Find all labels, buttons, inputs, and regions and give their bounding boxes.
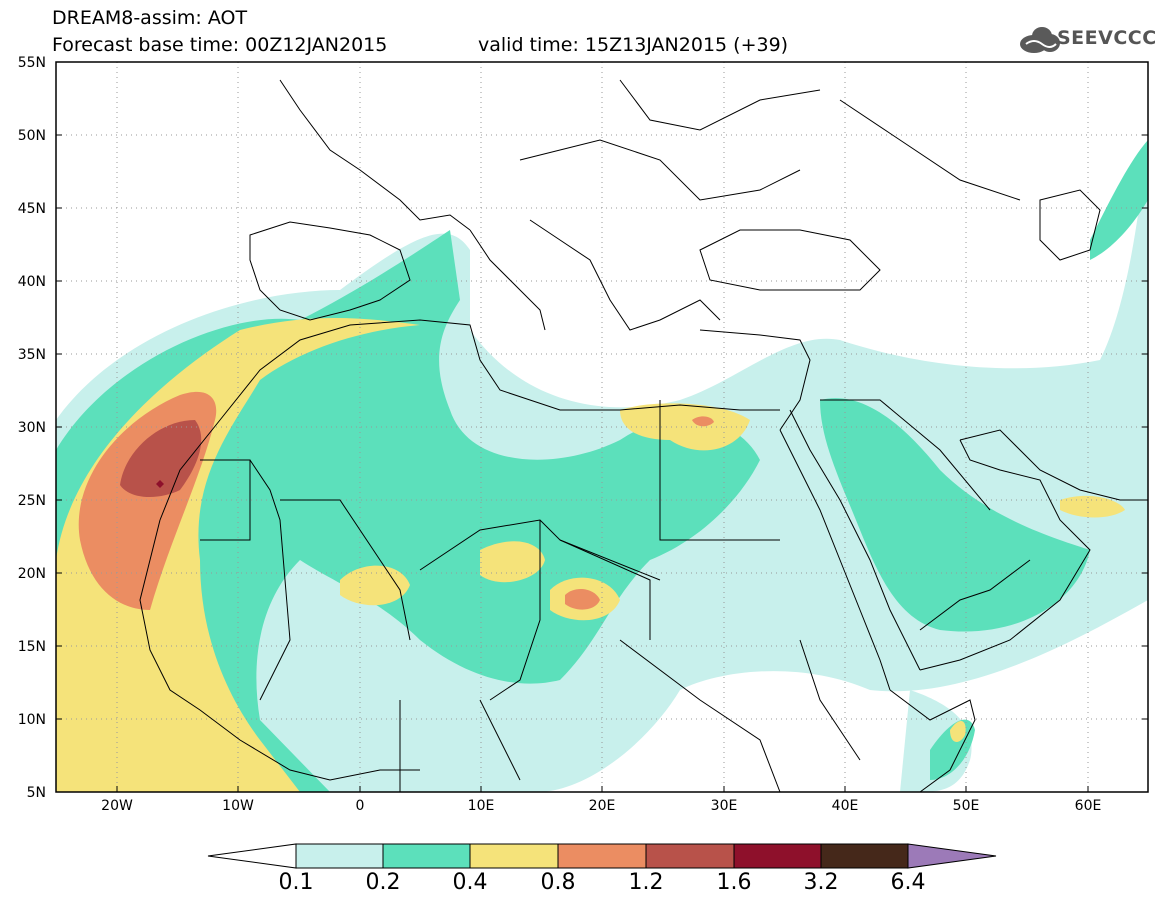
lon-label-20w: 20W xyxy=(101,798,133,814)
lat-label-5n: 5N xyxy=(26,785,46,801)
colorbar-bin-0.4 xyxy=(469,843,559,869)
cloud-logo-icon xyxy=(1020,27,1060,53)
colorbar xyxy=(207,843,997,869)
lon-label-60e: 60E xyxy=(1074,798,1102,814)
lon-label-30e: 30E xyxy=(710,798,738,814)
map-title: DREAM8-assim: AOT xyxy=(52,7,248,29)
aot-level-0.4-niger xyxy=(340,565,410,606)
lon-label-40e: 40E xyxy=(831,798,859,814)
lat-label-40n: 40N xyxy=(17,274,46,290)
lat-label-30n: 30N xyxy=(17,420,46,436)
colorbar-bin-0.8 xyxy=(557,843,647,869)
colorbar-bin-0.2 xyxy=(382,843,471,869)
aot-level-0.4-chad xyxy=(480,541,545,583)
lat-label-15n: 15N xyxy=(17,639,46,655)
colorbar-low-arrow xyxy=(207,843,297,869)
colorbar-bin-1.6 xyxy=(733,843,822,869)
aot-level-0.8-libya xyxy=(692,416,714,427)
lat-label-45n: 45N xyxy=(17,201,46,217)
colorbar-label-6.4: 6.4 xyxy=(890,870,926,895)
aot-level-0.4-gulf xyxy=(1060,495,1125,518)
colorbar-label-0.2: 0.2 xyxy=(365,870,401,895)
lat-label-20n: 20N xyxy=(17,566,46,582)
colorbar-label-1.2: 1.2 xyxy=(628,870,664,895)
colorbar-label-3.2: 3.2 xyxy=(803,870,839,895)
colorbar-label-1.6: 1.6 xyxy=(716,870,752,895)
tick-marks xyxy=(56,61,1148,792)
coastlines xyxy=(139,79,1148,792)
colorbar-label-0.8: 0.8 xyxy=(540,870,576,895)
aot-contour-fields xyxy=(56,140,1148,792)
lon-label-50e: 50E xyxy=(952,798,980,814)
lat-label-55n: 55N xyxy=(17,55,46,71)
lat-label-35n: 35N xyxy=(17,347,46,363)
logo-text: SEEVCCC xyxy=(1057,27,1157,49)
valid-time: valid time: 15Z13JAN2015 (+39) xyxy=(478,34,789,56)
aot-level-0.8-sudan xyxy=(565,588,600,610)
lon-label-10e: 10E xyxy=(467,798,495,814)
aot-level-0.2-ne xyxy=(1090,140,1148,260)
aot-level-1.6 xyxy=(156,480,164,488)
colorbar-bin-3.2 xyxy=(820,843,909,869)
lon-label-0: 0 xyxy=(355,798,365,814)
lon-label-20e: 20E xyxy=(588,798,616,814)
aot-level-0.4-libya xyxy=(620,403,750,451)
lon-label-10w: 10W xyxy=(222,798,254,814)
colorbar-label-0.1: 0.1 xyxy=(278,870,314,895)
graticule xyxy=(56,62,1148,792)
colorbar-bin-0.1 xyxy=(295,843,384,869)
colorbar-bin-1.2 xyxy=(645,843,735,869)
forecast-base-time: Forecast base time: 00Z12JAN2015 xyxy=(52,34,388,56)
lat-label-25n: 25N xyxy=(17,493,46,509)
colorbar-high-arrow xyxy=(907,843,997,869)
aot-level-1.2 xyxy=(120,420,202,497)
lat-label-10n: 10N xyxy=(17,712,46,728)
lat-label-50n: 50N xyxy=(17,128,46,144)
aot-level-0.4-somalia xyxy=(950,720,966,742)
colorbar-label-0.4: 0.4 xyxy=(452,870,488,895)
aot-level-0.2-arabia xyxy=(820,398,1090,632)
